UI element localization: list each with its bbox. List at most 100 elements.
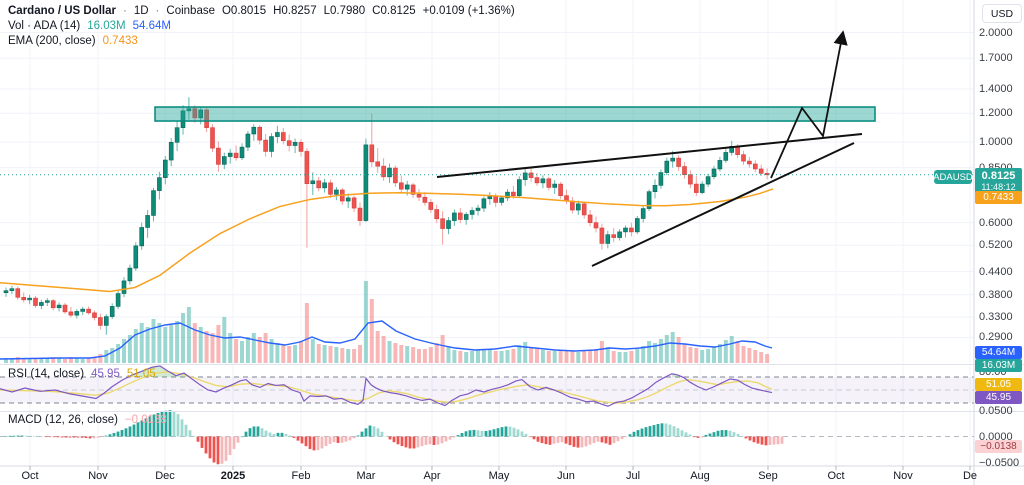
macd-hist-bar <box>368 425 372 437</box>
symbol-legend-row[interactable]: Cardano / US Dollar · 1D · Coinbase O0.8… <box>8 4 515 18</box>
volume-bar <box>682 344 687 363</box>
macd-hist-bar <box>780 436 784 444</box>
rsi-label: RSI (14, close) <box>8 368 85 380</box>
volume-bar <box>340 348 345 363</box>
volume-bar <box>588 350 593 363</box>
price-axis-currency[interactable]: USD <box>982 4 1022 23</box>
symbol-title: Cardano / US Dollar <box>8 5 116 17</box>
macd-hist-bar <box>656 424 660 437</box>
macd-hist-bar <box>104 435 108 437</box>
candle-body <box>422 196 428 203</box>
volume-bar <box>68 357 73 363</box>
volume-bar <box>104 350 109 363</box>
volume-bar <box>464 352 469 363</box>
ema200-line[interactable] <box>0 188 774 293</box>
macd-hist-bar <box>244 431 248 437</box>
volume-bar <box>245 337 250 363</box>
volume-bar <box>511 349 516 363</box>
volume-bar <box>753 350 758 363</box>
candle-body <box>410 184 416 195</box>
macd-hist-bar <box>768 436 772 445</box>
volume-bar <box>92 357 97 363</box>
exchange-label: Coinbase <box>166 5 215 17</box>
macd-hist-bar <box>136 422 140 437</box>
macd-hist-bar <box>560 436 564 443</box>
macd-hist-bar <box>408 436 412 449</box>
volume-bar <box>688 347 693 363</box>
macd-hist-bar <box>36 436 40 437</box>
macd-hist-bar <box>144 418 148 437</box>
macd-label: MACD (12, 26, close) <box>8 414 118 426</box>
macd-hist-bar <box>420 436 424 447</box>
candle-body <box>168 142 174 161</box>
volume-bar <box>470 351 475 363</box>
macd-hist-bar <box>508 426 512 437</box>
candle-body <box>109 306 115 317</box>
volume-bar <box>428 347 433 363</box>
candle-body <box>269 136 274 152</box>
candle-body <box>446 220 451 229</box>
candle-body <box>157 177 162 191</box>
macd-hist-bar <box>640 428 644 437</box>
volume-bar <box>57 358 62 363</box>
ema-legend-row[interactable]: EMA (200, close) 0.7433 <box>8 34 138 48</box>
macd-hist-bar <box>444 436 448 442</box>
macd-hist-bar <box>464 431 468 437</box>
macd-hist-bar <box>724 430 728 437</box>
volume-bar <box>741 346 746 363</box>
macd-hist-bar <box>500 427 504 437</box>
macd-hist-bar <box>544 436 548 445</box>
volume-bar <box>181 313 185 363</box>
macd-legend-row[interactable]: MACD (12, 26, close) −0.0138 <box>8 413 167 427</box>
resistance-zone-box[interactable] <box>154 106 876 122</box>
macd-hist-bar <box>764 436 768 446</box>
volume-bar <box>664 335 669 363</box>
ema-value: 0.7433 <box>102 35 138 47</box>
macd-hist-bar <box>264 430 268 437</box>
volume-bar <box>175 321 180 363</box>
upper-trendline[interactable] <box>436 133 863 178</box>
candle-body <box>758 168 764 174</box>
candle-body <box>387 167 392 178</box>
macd-hist-bar <box>552 436 556 444</box>
volume-bar <box>487 350 492 363</box>
macd-hist-bar <box>340 436 344 443</box>
macd-hist-bar <box>412 436 416 449</box>
macd-hist-bar <box>68 436 72 438</box>
candle-body <box>552 183 558 188</box>
macd-hist-bar <box>476 430 480 437</box>
macd-hist-bar <box>440 436 444 444</box>
candle-body <box>227 152 233 157</box>
volume-bar <box>517 345 522 363</box>
volume-legend-row[interactable]: Vol · ADA (14) 16.03M 54.64M <box>8 19 171 33</box>
candle-body <box>493 196 499 203</box>
candle-body <box>522 172 528 180</box>
volume-bar <box>169 325 174 363</box>
candle-body <box>322 182 327 189</box>
volume-bar <box>151 319 156 363</box>
projection-arrow[interactable] <box>770 30 848 179</box>
rsi-legend-row[interactable]: RSI (14, close) 45.95 51.05 <box>8 367 156 381</box>
volume-bar <box>33 358 38 363</box>
time-axis-month-label: Feb <box>291 470 311 482</box>
macd-hist-bar <box>704 434 708 437</box>
macd-hist-bar <box>324 436 328 447</box>
volume-bar <box>594 349 598 363</box>
candle-body <box>587 214 593 223</box>
macd-hist-bar <box>604 436 608 444</box>
macd-hist-bar <box>484 430 488 437</box>
macd-hist-bar <box>28 435 32 437</box>
volume-bar <box>759 352 764 363</box>
price-tick-label: 0.6000 <box>979 216 1013 229</box>
volume-bar <box>765 354 770 363</box>
candle-body <box>487 196 493 200</box>
candle-body <box>711 168 717 177</box>
candle-body <box>516 179 522 196</box>
lower-trendline[interactable] <box>591 142 855 267</box>
candle-body <box>286 140 292 146</box>
macd-hist-bar <box>436 436 440 445</box>
candle-body <box>216 147 221 165</box>
candle-body <box>688 174 693 185</box>
volume-bar <box>599 341 604 363</box>
